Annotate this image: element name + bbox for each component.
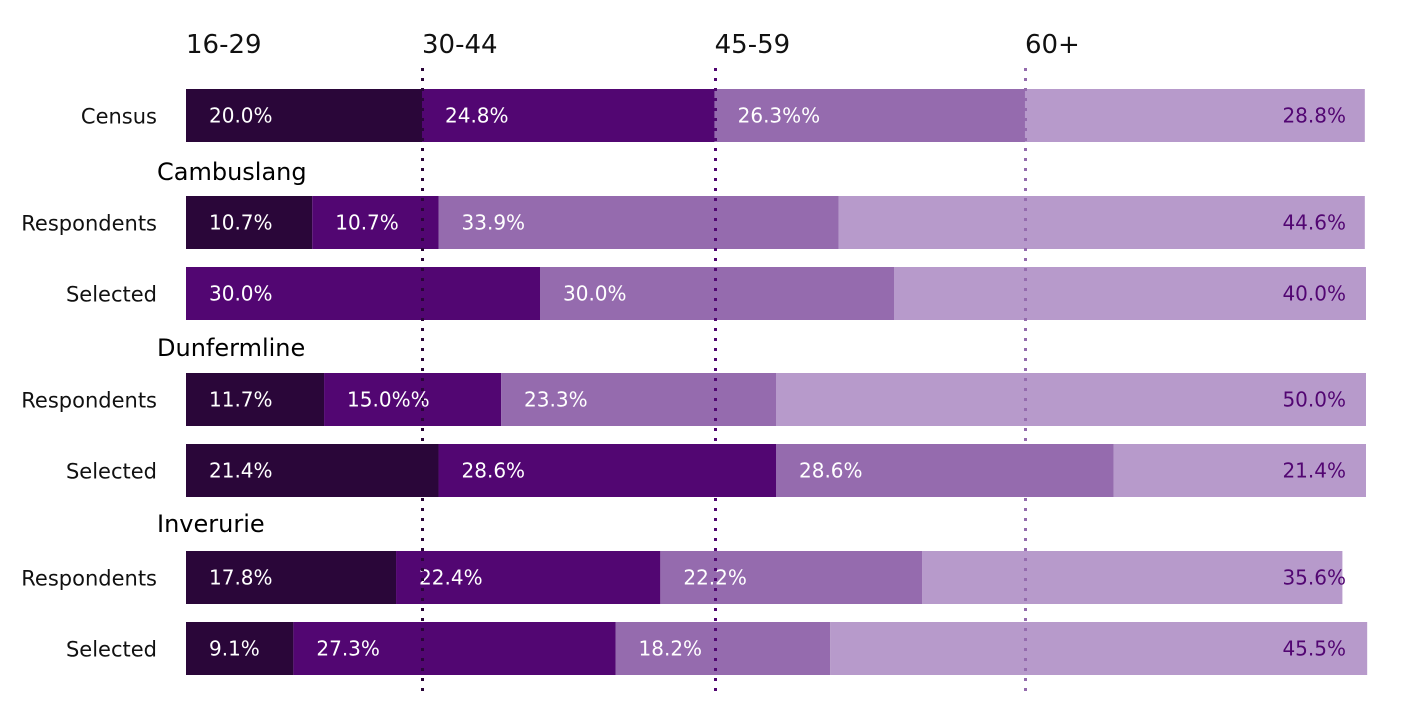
bar-segment-4-2 xyxy=(776,444,1114,497)
data-label-4-2: 28.6% xyxy=(799,459,863,483)
bar-segment-6-0 xyxy=(186,622,294,675)
bar-segment-0-0 xyxy=(186,89,422,142)
bar-segment-0-3 xyxy=(1024,89,1365,142)
group-label-0: Cambuslang xyxy=(157,158,307,186)
data-label-2-2: 30.0% xyxy=(563,282,627,306)
bar-segment-3-2 xyxy=(501,373,776,426)
data-label-3-3: 50.0% xyxy=(1282,388,1346,412)
bar-segment-6-1 xyxy=(293,622,616,675)
data-label-0-3: 28.8% xyxy=(1282,104,1346,128)
bar-segment-1-1 xyxy=(312,196,439,249)
bar-segment-1-0 xyxy=(186,196,313,249)
category-label-3: 60+ xyxy=(1025,30,1080,60)
bar-segment-5-2 xyxy=(660,551,923,604)
bar-segment-1-3 xyxy=(838,196,1365,249)
row-label-4: Selected xyxy=(66,460,157,484)
data-label-1-1: 10.7% xyxy=(335,211,399,235)
row-label-0: Census xyxy=(81,105,157,129)
bar-segment-4-0 xyxy=(186,444,439,497)
bar-segment-3-1 xyxy=(324,373,502,426)
bar-segment-5-3 xyxy=(922,551,1343,604)
data-label-0-0: 20.0% xyxy=(209,104,273,128)
group-label-1: Dunfermline xyxy=(157,334,305,362)
data-label-4-3: 21.4% xyxy=(1282,459,1346,483)
data-label-5-1: 22.4% xyxy=(419,566,483,590)
data-label-3-2: 23.3% xyxy=(524,388,588,412)
bar-segment-3-0 xyxy=(186,373,325,426)
bar-segment-2-2 xyxy=(540,267,894,320)
data-label-5-3: 35.6% xyxy=(1282,566,1346,590)
bar-segment-5-1 xyxy=(396,551,661,604)
bar-segment-4-3 xyxy=(1113,444,1366,497)
category-label-2: 45-59 xyxy=(715,30,791,60)
data-label-6-0: 9.1% xyxy=(209,637,260,661)
bar-segment-0-1 xyxy=(422,89,715,142)
data-label-6-3: 45.5% xyxy=(1282,637,1346,661)
bar-segment-2-1 xyxy=(186,267,540,320)
group-label-2: Inverurie xyxy=(157,510,265,538)
data-label-0-1: 24.8% xyxy=(445,104,509,128)
bar-segment-3-3 xyxy=(776,373,1366,426)
row-label-5: Respondents xyxy=(21,567,157,591)
row-label-2: Selected xyxy=(66,283,157,307)
data-label-3-0: 11.7% xyxy=(209,388,273,412)
data-label-1-0: 10.7% xyxy=(209,211,273,235)
row-label-1: Respondents xyxy=(21,212,157,236)
row-label-6: Selected xyxy=(66,638,157,662)
category-label-0: 16-29 xyxy=(186,30,262,60)
bar-segment-6-3 xyxy=(830,622,1368,675)
data-label-5-0: 17.8% xyxy=(209,566,273,590)
data-label-2-1: 30.0% xyxy=(209,282,273,306)
data-label-2-3: 40.0% xyxy=(1282,282,1346,306)
bar-segment-1-2 xyxy=(438,196,839,249)
data-label-0-2: 26.3%% xyxy=(738,104,821,128)
bar-segment-5-0 xyxy=(186,551,397,604)
bar-segment-2-3 xyxy=(894,267,1366,320)
category-label-1: 30-44 xyxy=(422,30,498,60)
data-label-3-1: 15.0%% xyxy=(347,388,430,412)
bar-segment-4-1 xyxy=(438,444,776,497)
data-label-6-2: 18.2% xyxy=(639,637,703,661)
data-label-1-3: 44.6% xyxy=(1282,211,1346,235)
bar-segment-6-2 xyxy=(615,622,831,675)
bar-segment-0-2 xyxy=(714,89,1025,142)
data-label-4-0: 21.4% xyxy=(209,459,273,483)
data-label-1-2: 33.9% xyxy=(462,211,526,235)
row-label-3: Respondents xyxy=(21,389,157,413)
data-label-6-1: 27.3% xyxy=(316,637,380,661)
data-label-4-1: 28.6% xyxy=(462,459,526,483)
